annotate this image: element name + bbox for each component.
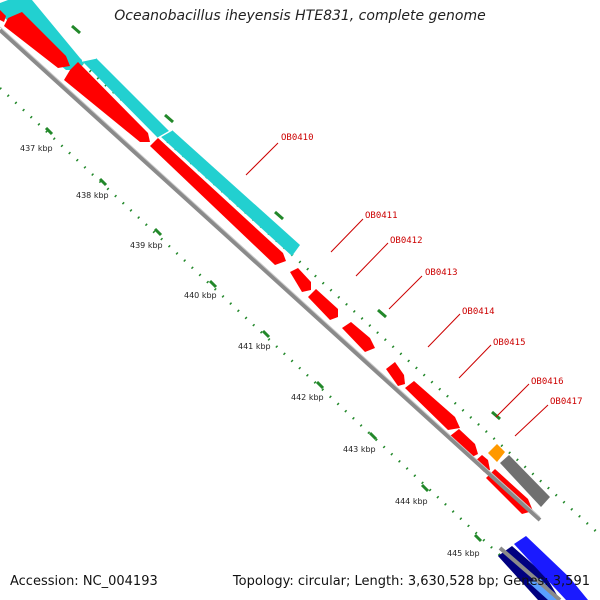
kbp-tick-label: 440 kbp xyxy=(184,291,217,300)
kbp-tick-label: 438 kbp xyxy=(76,191,109,200)
accession-text: Accession: NC_004193 xyxy=(10,574,158,589)
kbp-tick-label: 439 kbp xyxy=(130,241,163,250)
kbp-tick-label: 437 kbp xyxy=(20,144,53,153)
gene-label: OB0412 xyxy=(390,236,423,246)
genome-summary-text: Topology: circular; Length: 3,630,528 bp… xyxy=(232,574,590,589)
cds-track xyxy=(0,10,533,514)
genome-backbone xyxy=(0,26,542,522)
gene-label-leaders xyxy=(245,142,549,437)
gene-label: OB0417 xyxy=(550,397,583,407)
gray-feature xyxy=(500,455,550,507)
kbp-tick-label: 441 kbp xyxy=(238,342,271,351)
outer-dotted-tick-line xyxy=(11,0,600,536)
gene-label: OB0416 xyxy=(531,377,564,387)
gene-label: OB0415 xyxy=(493,338,526,348)
gene-label: OB0414 xyxy=(462,307,495,317)
gene-label: OB0411 xyxy=(365,211,398,221)
kbp-tick-label: 444 kbp xyxy=(395,497,428,506)
inner-dotted-tick-line xyxy=(0,87,506,561)
gene-label: OB0410 xyxy=(281,133,314,143)
orange-feature xyxy=(488,444,505,462)
blue-feature-track xyxy=(498,536,588,600)
gene-label: OB0413 xyxy=(425,268,458,278)
kbp-tick-label: 445 kbp xyxy=(447,549,480,558)
kbp-tick-label: 443 kbp xyxy=(343,445,376,454)
map-title: Oceanobacillus iheyensis HTE831, complet… xyxy=(114,8,486,24)
kbp-tick-label: 442 kbp xyxy=(291,393,324,402)
